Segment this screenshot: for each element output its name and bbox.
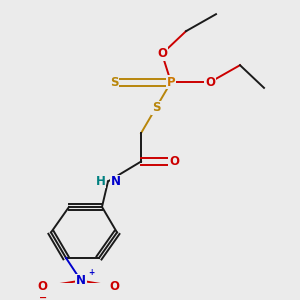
Text: N: N (110, 175, 121, 188)
Text: N: N (76, 274, 86, 287)
Text: +: + (88, 268, 94, 277)
Text: S: S (110, 76, 118, 89)
Text: O: O (169, 155, 179, 168)
Text: O: O (109, 280, 119, 293)
Text: H: H (96, 175, 105, 188)
Text: −: − (39, 292, 48, 300)
Text: O: O (157, 47, 167, 60)
Text: S: S (152, 101, 160, 114)
Text: P: P (167, 76, 175, 89)
Text: O: O (37, 280, 47, 293)
Text: O: O (205, 76, 215, 89)
